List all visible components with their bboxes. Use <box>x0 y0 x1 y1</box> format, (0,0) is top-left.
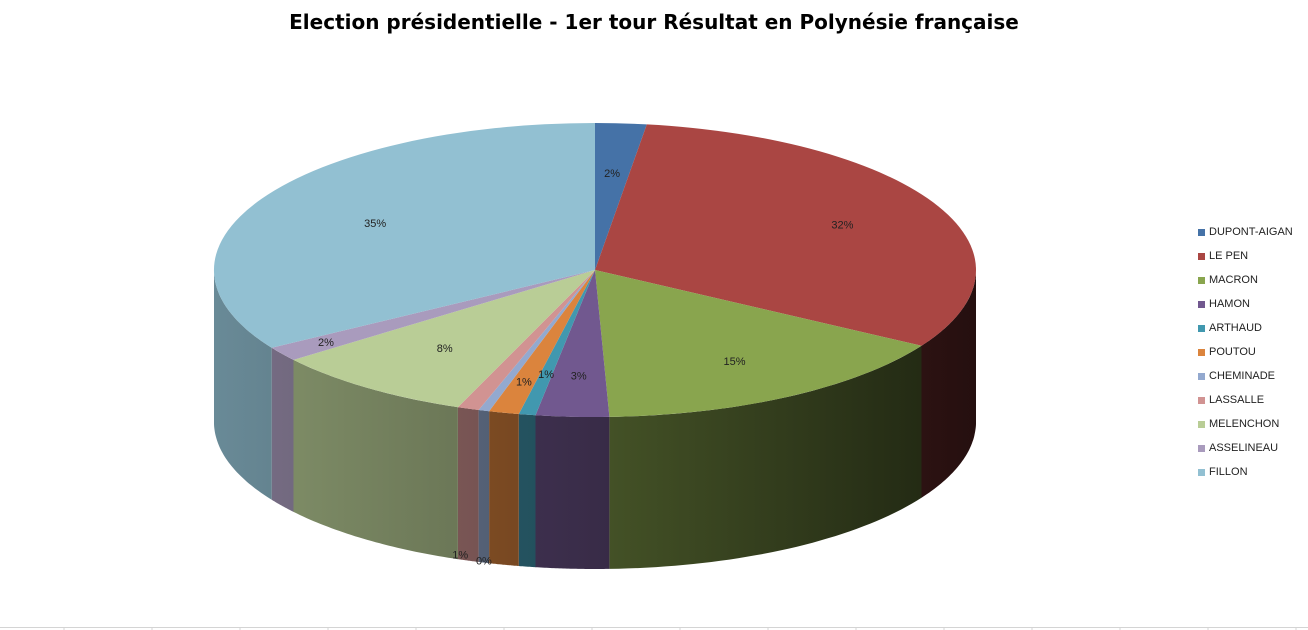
legend-label: FILLON <box>1209 466 1248 478</box>
pie-side-arthaud <box>518 414 536 568</box>
legend-swatch <box>1198 444 1205 452</box>
data-label-lassalle: 1% <box>452 550 468 562</box>
data-label-poutou: 1% <box>516 376 532 388</box>
legend-swatch <box>1198 372 1205 380</box>
legend-label: CHEMINADE <box>1209 370 1276 382</box>
pie-side-melenchon <box>293 359 458 560</box>
legend-item-dupont-aigan: DUPONT-AIGAN <box>1198 220 1293 244</box>
legend-swatch <box>1198 396 1205 404</box>
legend-item-hamon: HAMON <box>1198 292 1293 316</box>
pie-side-le-pen <box>921 270 976 498</box>
legend-item-macron: MACRON <box>1198 268 1293 292</box>
legend-item-poutou: POUTOU <box>1198 340 1293 364</box>
legend-swatch <box>1198 252 1205 260</box>
pie-slice-melenchon <box>293 270 595 408</box>
legend-label: LASSALLE <box>1209 394 1265 406</box>
data-label-fillon: 35% <box>364 218 386 230</box>
pie-side-hamon <box>535 415 610 569</box>
pie-side-asselineau <box>271 347 294 512</box>
pie-side-fillon <box>214 270 272 500</box>
legend-label: MACRON <box>1209 274 1258 286</box>
legend-label: DUPONT-AIGAN <box>1209 226 1293 238</box>
legend-item-arthaud: ARTHAUD <box>1198 316 1293 340</box>
pie-slice-poutou <box>489 270 595 414</box>
legend-swatch <box>1198 300 1205 308</box>
pie-slice-le-pen <box>595 124 977 346</box>
pie-side-macron <box>609 345 922 569</box>
pie-slice-lassalle <box>457 270 595 410</box>
legend-item-asselineau: ASSELINEAU <box>1198 436 1293 460</box>
data-label-melenchon: 8% <box>437 343 453 355</box>
chart-title: Election présidentielle - 1er tour Résul… <box>289 10 1019 34</box>
pie-slice-fillon <box>213 123 595 348</box>
pie-slice-hamon <box>535 270 610 418</box>
legend-label: MELENCHON <box>1209 418 1280 430</box>
legend-label: POUTOU <box>1209 346 1256 358</box>
legend-item-le-pen: LE PEN <box>1198 244 1293 268</box>
legend-swatch <box>1198 348 1205 356</box>
legend-swatch <box>1198 228 1205 236</box>
pie-side-cheminade <box>478 410 490 564</box>
legend-label: ARTHAUD <box>1209 322 1262 334</box>
data-label-dupont-aigan: 2% <box>604 168 620 180</box>
pie-side-lassalle <box>457 407 479 562</box>
data-label-arthaud: 1% <box>538 369 554 381</box>
pie-slice-dupont-aigan <box>595 123 647 270</box>
chart-legend: DUPONT-AIGAN LE PEN MACRON HAMON ARTHAUD POUT… <box>1198 220 1293 484</box>
legend-item-melenchon: MELENCHON <box>1198 412 1293 436</box>
legend-label: ASSELINEAU <box>1209 442 1279 454</box>
legend-item-cheminade: CHEMINADE <box>1198 364 1293 388</box>
legend-item-lassalle: LASSALLE <box>1198 388 1293 412</box>
data-label-cheminade: 0% <box>476 556 492 568</box>
legend-swatch <box>1198 276 1205 284</box>
data-label-hamon: 3% <box>571 371 587 383</box>
pie-slice-asselineau <box>271 270 595 360</box>
data-label-le-pen: 32% <box>831 219 853 231</box>
data-label-macron: 15% <box>723 356 745 368</box>
pie-slice-cheminade <box>478 270 595 412</box>
legend-swatch <box>1198 420 1205 428</box>
legend-item-fillon: FILLON <box>1198 460 1293 484</box>
legend-swatch <box>1198 468 1205 476</box>
pie-slice-macron <box>595 270 922 417</box>
legend-label: HAMON <box>1209 298 1250 310</box>
legend-label: LE PEN <box>1209 250 1249 262</box>
data-label-asselineau: 2% <box>318 337 334 349</box>
pie-slice-arthaud <box>518 270 595 416</box>
legend-swatch <box>1198 324 1205 332</box>
pie-side-poutou <box>489 411 519 566</box>
